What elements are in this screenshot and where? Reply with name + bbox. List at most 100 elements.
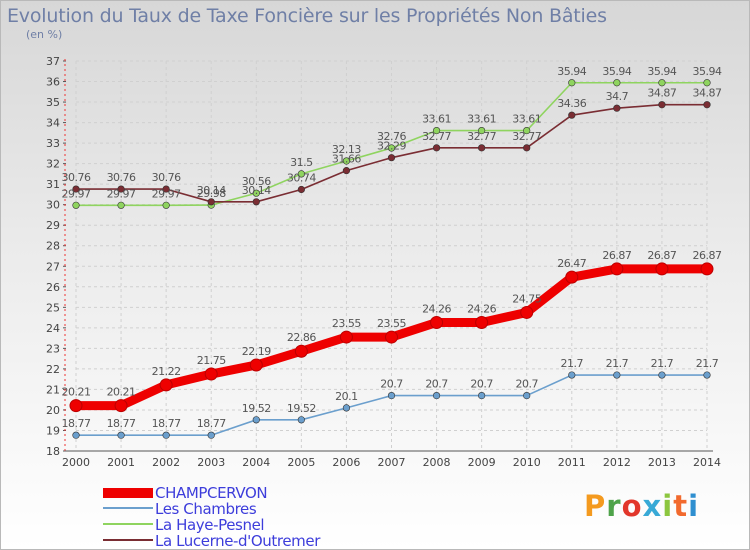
data-label: 29.97 [152,187,181,200]
data-label: 30.56 [242,175,271,188]
data-label: 19.52 [242,402,271,415]
data-point [520,305,534,319]
chart-subtitle: (en %) [26,28,63,41]
x-tick-label: 2006 [332,456,360,469]
data-point [72,201,80,209]
data-point [703,101,711,109]
data-label: 22.86 [287,331,316,344]
data-label: 22.19 [242,345,271,358]
data-label: 19.52 [287,402,316,415]
logo-letter: i [662,489,674,523]
data-point [432,144,441,152]
data-label: 18.77 [62,417,91,430]
y-tick-label: 19 [46,424,60,437]
data-label: 24.26 [422,303,451,316]
data-label: 30.14 [197,184,226,197]
legend-swatch [103,488,153,498]
x-tick-label: 2004 [242,456,270,469]
data-label: 20.21 [107,386,136,399]
data-label: 20.7 [425,378,448,391]
data-point [339,330,353,344]
logo-letter: t [673,489,689,523]
data-label: 32.77 [512,130,541,143]
data-label: 32.77 [467,130,496,143]
logo-letter: i [688,489,700,523]
data-point [523,391,531,400]
y-tick-label: 18 [46,445,60,458]
data-label: 18.77 [197,417,226,430]
series-lines [69,79,714,439]
data-point [117,431,125,439]
data-label: 20.1 [335,390,358,403]
y-tick-label: 22 [46,363,60,376]
data-label: 23.55 [377,317,406,330]
data-label: 18.77 [107,417,136,430]
data-point [387,391,396,400]
data-point [613,79,621,87]
data-label: 32.13 [332,143,361,156]
data-label: 30.76 [107,171,136,184]
data-label: 24.75 [512,292,541,305]
y-tick-label: 33 [46,137,60,150]
data-point [613,104,621,112]
data-point [117,185,125,193]
y-tick-label: 25 [46,301,60,314]
y-tick-label: 36 [46,76,60,89]
logo-letter: o [621,489,643,523]
data-label: 31.5 [290,156,313,169]
data-point [700,262,714,276]
x-tick-label: 2007 [378,456,406,469]
legend-swatch [103,523,153,525]
y-tick-label: 23 [46,342,60,355]
y-tick-label: 20 [46,404,60,417]
legend-label: CHAMPCERVON [155,484,268,502]
data-point [207,431,215,439]
data-label: 35.94 [602,65,631,78]
data-point [613,371,621,379]
data-point [475,316,489,330]
y-tick-label: 29 [46,219,60,232]
data-point [342,167,351,175]
data-point [252,198,260,206]
data-label: 21.22 [152,365,181,378]
data-label: 30.74 [287,171,316,184]
data-point [207,198,215,206]
data-label: 34.87 [693,87,722,100]
data-label: 23.55 [332,317,361,330]
y-tick-label: 37 [46,55,60,68]
data-label: 35.94 [557,65,586,78]
data-point [72,431,80,439]
x-tick-label: 2003 [197,456,225,469]
data-point [342,157,351,165]
proxiti-logo: Proxiti [584,489,699,523]
y-tick-label: 26 [46,281,60,294]
data-point [432,391,441,400]
data-point [568,111,576,119]
y-tick-label: 28 [46,240,60,253]
data-point [162,185,170,193]
data-point [568,79,576,87]
data-label: 29.97 [107,187,136,200]
x-tick-label: 2009 [468,456,496,469]
data-label: 32.77 [422,130,451,143]
data-point [432,126,441,135]
data-point [342,404,351,412]
data-label: 34.87 [647,87,676,100]
data-label: 21.7 [606,357,629,370]
data-label: 30.14 [242,184,271,197]
y-tick-label: 35 [46,96,60,109]
data-point [523,144,531,152]
data-point [249,358,263,372]
data-point [568,371,576,379]
y-tick-label: 32 [46,158,60,171]
data-label: 31.66 [332,153,361,166]
data-label: 30.76 [152,171,181,184]
x-tick-label: 2001 [107,456,135,469]
data-point [297,185,305,194]
data-point [69,399,83,413]
data-point [385,330,398,344]
data-point [162,201,170,209]
logo-letter: r [606,489,622,523]
data-label: 35.94 [647,65,676,78]
